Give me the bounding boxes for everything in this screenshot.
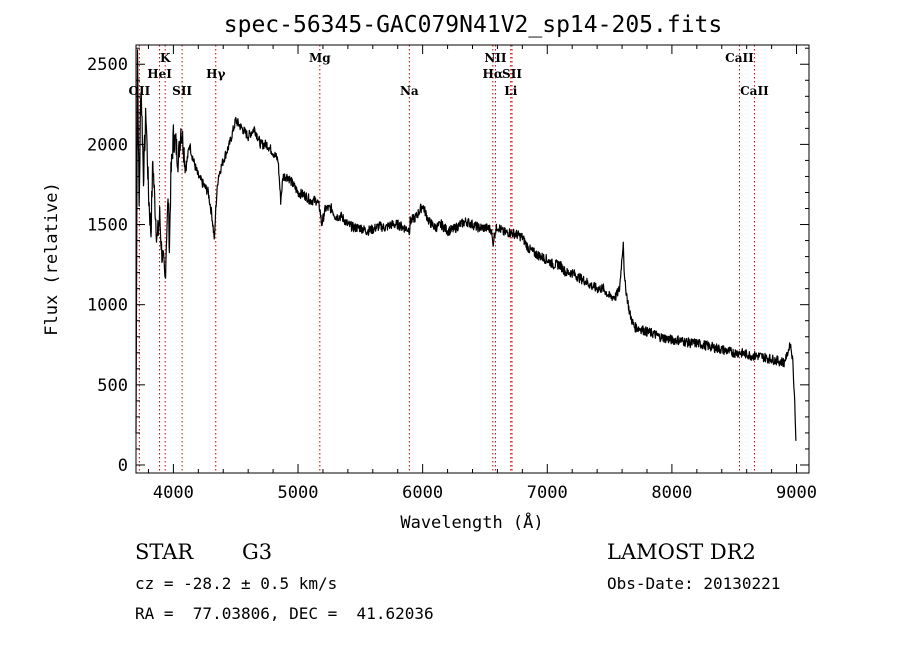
x-tick-label: 5000 xyxy=(278,483,319,503)
spectral-line-label: Hα xyxy=(483,67,504,81)
spectral-line-label: CaII xyxy=(725,51,754,65)
y-tick-label: 2000 xyxy=(87,135,128,155)
x-tick-label: 7000 xyxy=(527,483,568,503)
object-subclass: G3 xyxy=(242,540,273,564)
y-tick-label: 500 xyxy=(97,376,128,396)
x-tick-label: 8000 xyxy=(651,483,692,503)
y-axis-label: Flux (relative) xyxy=(42,182,62,336)
x-tick-label: 9000 xyxy=(776,483,817,503)
y-axis: 0 500 1000 1500 2000 2500 xyxy=(87,47,809,476)
y-tick-label: 1000 xyxy=(87,296,128,316)
sky-coordinates: RA = 77.03806, DEC = 41.62036 xyxy=(135,604,434,623)
spectral-line-label: K xyxy=(160,51,171,65)
spectrum-line xyxy=(135,49,797,441)
x-tick-label: 6000 xyxy=(402,483,443,503)
spectral-line-label: Mg xyxy=(309,51,331,65)
spectral-line-label: SII xyxy=(172,84,192,98)
y-tick-label: 2500 xyxy=(87,55,128,75)
spectral-line-label: Hγ xyxy=(206,67,225,81)
redshift-value: cz = -28.2 ± 0.5 km/s xyxy=(135,574,338,593)
spectral-line-label: CaII xyxy=(740,84,769,98)
spectral-line-markers xyxy=(138,45,755,473)
plot-frame xyxy=(135,44,810,474)
spectral-line-label: Na xyxy=(400,84,419,98)
spectral-line-label: HeI xyxy=(147,67,172,81)
observation-date: Obs-Date: 20130221 xyxy=(607,574,781,593)
chart-title: spec-56345-GAC079N41V2_sp14-205.fits xyxy=(224,12,723,38)
x-tick-label: 4000 xyxy=(153,483,194,503)
y-tick-label: 1500 xyxy=(87,216,128,236)
object-class: STAR xyxy=(135,540,194,564)
x-axis: 4000 5000 6000 7000 8000 9000 xyxy=(147,45,817,503)
y-tick-label: 0 xyxy=(118,456,128,476)
spectral-line-label: NII xyxy=(484,51,507,65)
spectral-line-label: OII xyxy=(129,84,151,98)
spectral-line-label: Li xyxy=(504,84,517,98)
survey-name: LAMOST DR2 xyxy=(607,540,756,564)
spectral-line-label: SII xyxy=(502,67,522,81)
x-axis-label: Wavelength (Å) xyxy=(400,511,543,533)
